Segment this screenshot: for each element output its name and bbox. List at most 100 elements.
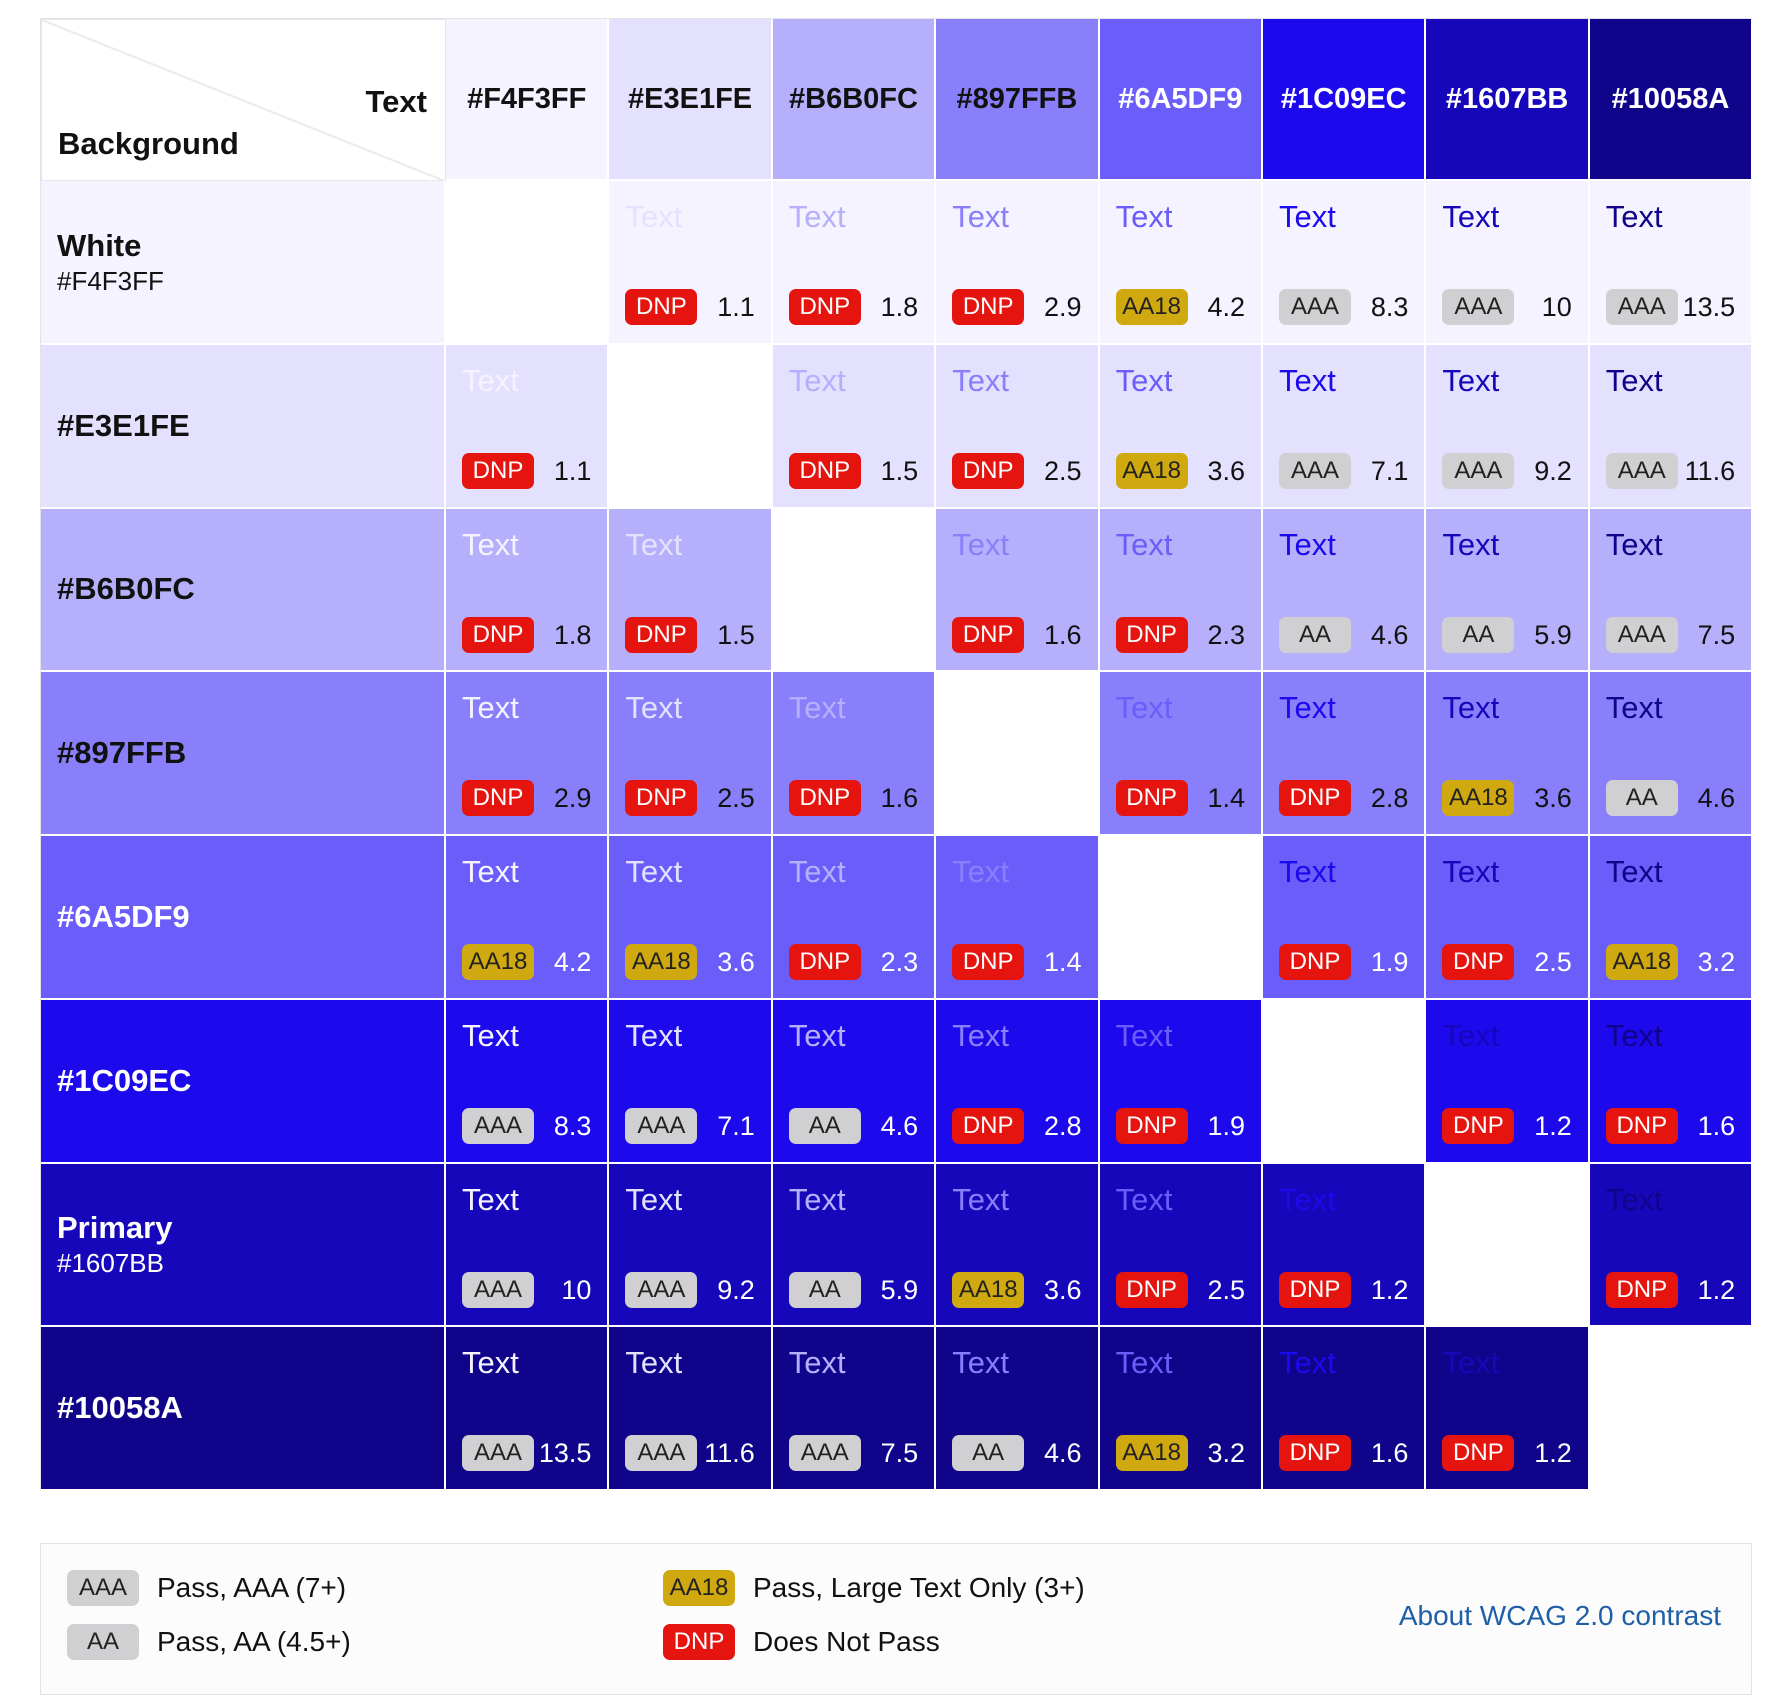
sample-text: Text: [625, 854, 683, 889]
legend-item-aa18: AA18 Pass, Large Text Only (3+): [663, 1570, 1085, 1606]
contrast-cell: Text AA18 3.6: [609, 836, 773, 1000]
contrast-cell: Text AA18 4.2: [1099, 181, 1263, 345]
sample-text: Text: [462, 526, 519, 562]
legend-text-aaa: Pass, AAA (7+): [157, 1572, 347, 1603]
rating-badge: DNP: [952, 1107, 1025, 1144]
sample-text: Text: [1442, 526, 1500, 562]
rating-badge: AA18: [1115, 289, 1188, 325]
contrast-ratio: 7.5: [1697, 619, 1736, 650]
rating-badge: AA: [1279, 616, 1351, 653]
sample-text: Text: [1605, 526, 1663, 562]
rating-badge: DNP: [952, 452, 1025, 489]
empty-self-cell: [609, 344, 773, 509]
sample-text: Text: [1605, 199, 1663, 234]
rating-badge: DNP: [952, 616, 1025, 653]
contrast-cell: Text DNP 1.4: [1099, 672, 1263, 836]
contrast-cell: Text DNP 1.8: [772, 181, 937, 345]
contrast-cell: Text AAA 9.2: [609, 1163, 773, 1328]
rating-badge: AA18: [625, 944, 698, 980]
contrast-ratio: 13.5: [1682, 292, 1736, 322]
contrast-cell: Text AA 5.9: [1426, 508, 1590, 673]
sample-text: Text: [952, 362, 1010, 398]
contrast-cell: Text AAA 10: [446, 1163, 610, 1328]
contrast-ratio: 3.2: [1207, 1438, 1245, 1469]
row-header: #B6B0FC: [41, 508, 446, 673]
contrast-cell: Text DNP 2.3: [1099, 508, 1263, 673]
contrast-ratio: 4.6: [1044, 1438, 1082, 1469]
sample-text: Text: [1442, 690, 1500, 726]
sample-text: Text: [1605, 362, 1663, 398]
contrast-cell: Text DNP 1.2: [1263, 1163, 1427, 1328]
contrast-ratio: 5.9: [1534, 619, 1572, 650]
rating-badge: AA18: [1115, 1435, 1188, 1472]
rating-badge: AA18: [1115, 452, 1188, 489]
rating-badge: AA: [788, 1107, 861, 1144]
contrast-ratio: 2.5: [717, 783, 755, 814]
sample-text: Text: [788, 690, 846, 726]
contrast-ratio: 2.3: [1207, 619, 1245, 650]
rating-badge: AA: [1605, 780, 1678, 817]
sample-text: Text: [625, 690, 683, 726]
rating-badge: AAA: [625, 1107, 698, 1144]
contrast-ratio: 1.6: [880, 783, 919, 814]
about-wcag-link[interactable]: About WCAG 2.0 contrast: [1398, 1600, 1721, 1631]
contrast-ratio: 3.6: [1044, 1274, 1082, 1305]
contrast-ratio: 1.1: [553, 455, 592, 486]
contrast-cell: Text DNP 1.8: [446, 508, 610, 673]
contrast-ratio: 1.6: [1697, 1110, 1736, 1141]
contrast-cell: Text AA18 3.2: [1589, 836, 1754, 1000]
sample-text: Text: [1605, 1017, 1663, 1053]
row-name: White: [57, 227, 142, 263]
contrast-ratio: 2.8: [1044, 1110, 1082, 1141]
contrast-ratio: 8.3: [553, 1110, 592, 1141]
contrast-cell: Text DNP 1.1: [609, 181, 773, 345]
empty-self-cell: [1263, 999, 1427, 1164]
column-header: #897FFB: [936, 19, 1100, 181]
legend-badge-aaa: AAA: [67, 1570, 139, 1606]
row-name: #B6B0FC: [57, 571, 195, 607]
rating-badge: DNP: [788, 289, 861, 325]
legend-text-dnp: Does Not Pass: [753, 1626, 940, 1657]
contrast-ratio: 1.8: [553, 619, 592, 650]
contrast-cell: Text AAA 10: [1426, 181, 1590, 345]
contrast-ratio: 1.4: [1207, 783, 1245, 814]
rating-badge: AA18: [1605, 944, 1678, 980]
contrast-cell: Text DNP 2.5: [609, 672, 773, 836]
rating-badge: AAA: [462, 1107, 534, 1144]
empty-self-cell: [1099, 836, 1263, 1000]
column-header: #F4F3FF: [446, 19, 610, 181]
contrast-cell: Text DNP 2.9: [446, 672, 610, 836]
rating-badge: DNP: [788, 452, 861, 489]
row-header: #6A5DF9: [41, 836, 446, 1000]
sample-text: Text: [788, 199, 846, 234]
sample-text: Text: [1279, 690, 1336, 726]
rating-badge: DNP: [788, 780, 861, 817]
legend-text-aa: Pass, AA (4.5+): [157, 1626, 351, 1657]
sample-text: Text: [1279, 362, 1336, 398]
contrast-cell: Text DNP 1.2: [1426, 999, 1590, 1164]
contrast-cell: Text DNP 1.2: [1589, 1163, 1754, 1328]
empty-self-cell: [1589, 1327, 1754, 1491]
rating-badge: DNP: [462, 452, 534, 489]
contrast-cell: Text DNP 1.1: [446, 344, 610, 509]
column-header: #10058A: [1589, 19, 1754, 181]
contrast-ratio: 1.9: [1207, 1110, 1245, 1141]
corner-background-label: Background: [58, 126, 239, 161]
column-header: #B6B0FC: [772, 19, 937, 181]
row-name: #897FFB: [57, 735, 187, 771]
contrast-ratio: 9.2: [717, 1274, 755, 1305]
contrast-cell: Text AAA 13.5: [1589, 181, 1754, 345]
contrast-cell: Text DNP 1.6: [1589, 999, 1754, 1164]
contrast-ratio: 1.6: [1370, 1438, 1409, 1469]
rating-badge: DNP: [1279, 944, 1351, 980]
row-name: #6A5DF9: [57, 898, 190, 934]
contrast-ratio: 4.6: [1697, 783, 1736, 814]
sample-text: Text: [625, 526, 683, 562]
contrast-cell: Text DNP 1.2: [1426, 1327, 1590, 1491]
contrast-cell: Text AAA 7.5: [1589, 508, 1754, 673]
contrast-ratio: 7.5: [880, 1438, 919, 1469]
contrast-ratio: 7.1: [717, 1110, 755, 1141]
sample-text: Text: [462, 854, 519, 889]
contrast-ratio: 1.6: [1044, 619, 1082, 650]
sample-text: Text: [625, 1017, 683, 1053]
